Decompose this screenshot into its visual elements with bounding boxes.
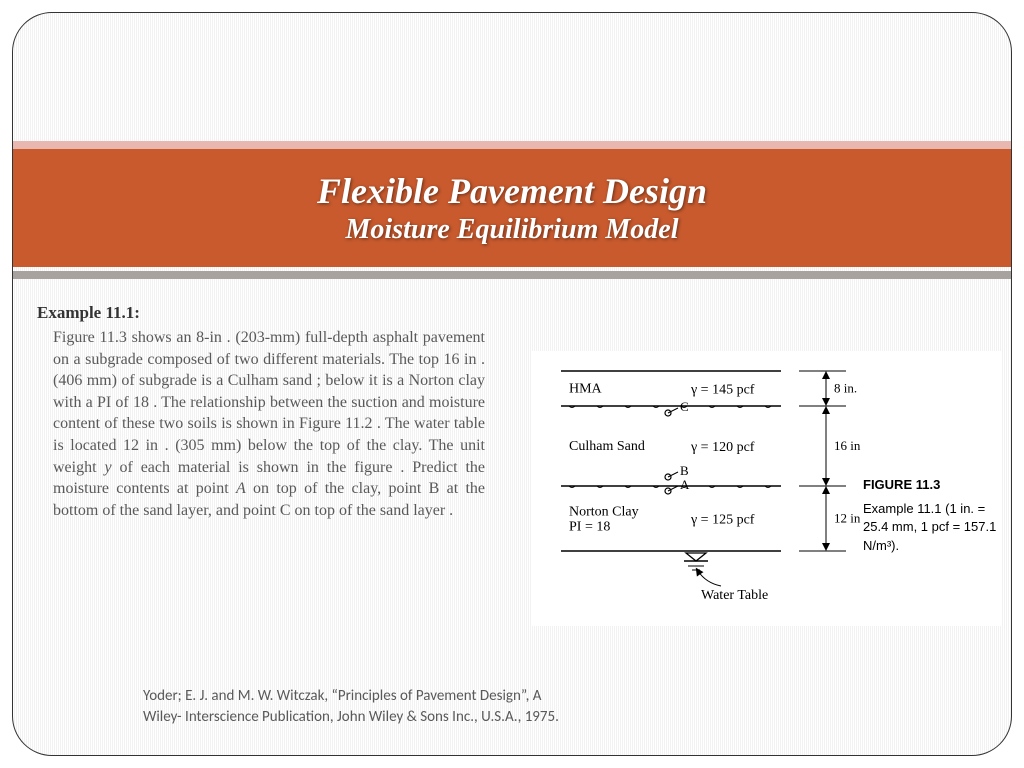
svg-text:HMA: HMA [569,382,603,397]
citation-line-2: Wiley- Interscience Publication, John Wi… [143,707,743,729]
band-main: Flexible Pavement Design Moisture Equili… [13,149,1011,267]
svg-text:B: B [680,463,689,478]
svg-text:12 in.: 12 in. [834,511,861,526]
body-part-1: Figure 11.3 shows an 8-in . (203-mm) ful… [53,329,485,476]
svg-text:γ = 125 pcf: γ = 125 pcf [690,513,755,528]
citation: Yoder; E. J. and M. W. Witczak, “Princip… [143,686,743,730]
figure-caption-title: FIGURE 11.3 [863,476,1003,494]
var-A: A [236,480,246,497]
band-accent-bottom [13,271,1011,279]
slide-frame: Flexible Pavement Design Moisture Equili… [12,12,1012,756]
var-y: y [104,459,111,476]
slide-subtitle: Moisture Equilibrium Model [346,214,679,246]
example-label: Example 11.1: [33,303,991,323]
svg-text:Culham Sand: Culham Sand [569,439,645,454]
svg-text:PI = 18: PI = 18 [569,520,610,535]
svg-text:γ = 120 pcf: γ = 120 pcf [690,440,755,455]
layer-diagram-svg: HMA γ = 145 pcf 8 in. Culham Sand γ = 120 pc… [531,351,861,611]
title-band: Flexible Pavement Design Moisture Equili… [13,141,1011,281]
slide-title: Flexible Pavement Design [317,170,707,212]
figure-11-3: HMA γ = 145 pcf 8 in. Culham Sand γ = 120 pc… [531,351,1001,626]
figure-caption-text: Example 11.1 (1 in. = 25.4 mm, 1 pcf = 1… [863,501,996,552]
svg-text:Water Table: Water Table [701,588,768,603]
figure-caption: FIGURE 11.3 Example 11.1 (1 in. = 25.4 m… [863,476,1003,555]
svg-text:16 in.: 16 in. [834,438,861,453]
citation-line-1: Yoder; E. J. and M. W. Witczak, “Princip… [143,686,743,708]
svg-text:A: A [680,477,690,492]
svg-text:Norton Clay: Norton Clay [569,505,639,520]
band-accent-top [13,141,1011,149]
example-body: Figure 11.3 shows an 8-in . (203-mm) ful… [33,327,485,521]
svg-text:8 in.: 8 in. [834,381,857,396]
svg-text:γ = 145 pcf: γ = 145 pcf [690,383,755,398]
content-area: Example 11.1: Figure 11.3 shows an 8-in … [33,303,991,735]
svg-text:C: C [680,399,689,414]
